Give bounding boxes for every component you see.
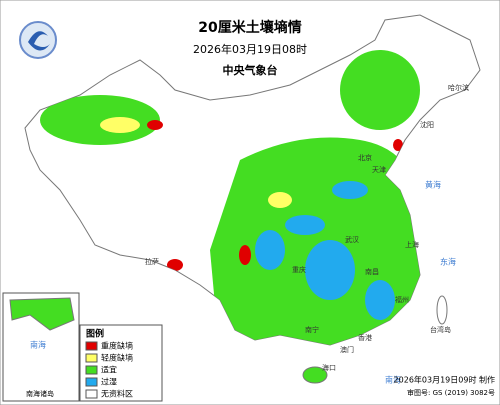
footer-made: 2026年03月19日09时 制作	[394, 375, 495, 385]
place: 台湾岛	[430, 325, 451, 334]
logo	[19, 21, 57, 59]
place: 重庆	[292, 265, 306, 274]
place: 沈阳	[420, 120, 434, 129]
sea-label: 南海	[385, 375, 401, 385]
legend-label: 适宜	[101, 365, 117, 375]
sea-label: 黄海	[425, 180, 441, 190]
source: 中央气象台	[223, 63, 278, 77]
legend-swatch	[85, 365, 98, 375]
legend-swatch	[85, 377, 98, 387]
inset-sea: 南海	[30, 340, 46, 350]
taiwan	[436, 295, 448, 325]
sea-label: 东海	[440, 257, 456, 267]
footer-approval: 审图号: GS (2019) 3082号	[407, 388, 495, 397]
inset-land	[9, 297, 75, 331]
place: 哈尔滨	[448, 83, 469, 92]
legend-swatch	[85, 353, 98, 363]
place: 海口	[322, 363, 336, 372]
place: 南昌	[365, 267, 379, 276]
place: 上海	[405, 240, 419, 249]
legend-label: 重度缺墒	[101, 341, 133, 351]
place: 澳门	[340, 345, 354, 354]
legend-title: 图例	[86, 328, 104, 340]
place: 天津	[372, 166, 386, 174]
inset-label: 南海诸岛	[26, 389, 54, 398]
legend-label: 过湿	[101, 377, 117, 387]
place: 香港	[358, 333, 372, 342]
title: 20厘米土壤墒情	[198, 19, 301, 36]
subtitle: 2026年03月19日08时	[193, 42, 307, 56]
place: 福州	[395, 295, 409, 304]
place: 拉萨	[145, 257, 159, 266]
legend-swatch	[85, 389, 98, 399]
hainan	[302, 366, 328, 384]
place: 武汉	[345, 235, 359, 244]
logo-mark	[28, 31, 50, 51]
legend-box	[79, 324, 163, 402]
legend-label: 无资料区	[101, 389, 133, 399]
place: 北京	[358, 153, 372, 162]
legend-label: 轻度缺墒	[101, 353, 133, 363]
soil-moisture	[40, 50, 430, 345]
place: 南宁	[305, 325, 319, 334]
legend-swatch	[85, 341, 98, 351]
